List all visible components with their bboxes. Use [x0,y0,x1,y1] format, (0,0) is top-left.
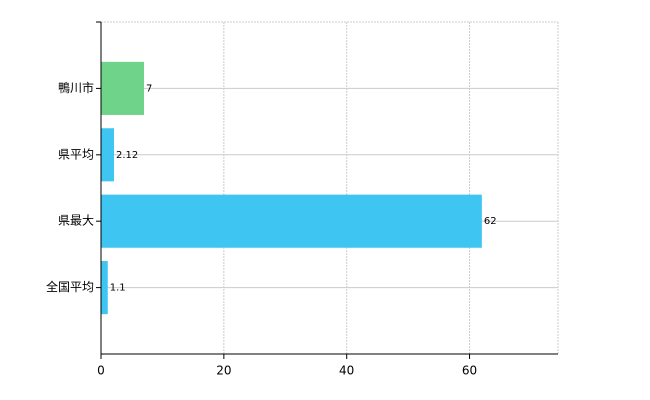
bar [101,261,108,315]
y-tick-label: 県最大 [58,214,94,228]
bar [101,61,144,115]
value-label: 62 [484,216,497,227]
value-label: 7 [146,83,152,94]
value-label: 1.1 [110,283,126,294]
bar [101,194,482,248]
y-tick-label: 鴨川市 [58,80,94,95]
y-tick-label: 全国平均 [46,279,94,294]
x-tick-label: 0 [97,364,105,378]
x-tick-label: 20 [216,364,231,378]
value-label: 2.12 [116,150,138,161]
y-tick-label: 県平均 [58,147,94,161]
x-tick-label: 40 [339,364,354,378]
x-tick-label: 60 [462,364,477,378]
bar [101,128,115,182]
